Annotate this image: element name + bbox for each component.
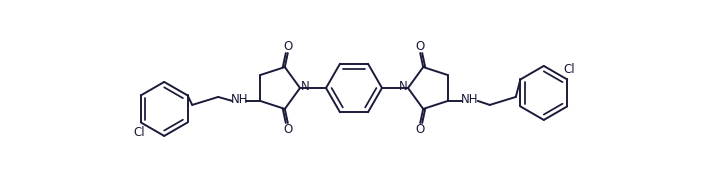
Text: NH: NH — [461, 93, 479, 106]
Text: O: O — [283, 123, 292, 136]
Text: O: O — [283, 40, 292, 52]
Text: N: N — [301, 79, 309, 93]
Text: NH: NH — [230, 93, 248, 106]
Text: N: N — [399, 79, 407, 93]
Text: O: O — [416, 40, 425, 52]
Text: Cl: Cl — [133, 126, 144, 139]
Text: Cl: Cl — [564, 63, 575, 76]
Text: O: O — [416, 123, 425, 136]
